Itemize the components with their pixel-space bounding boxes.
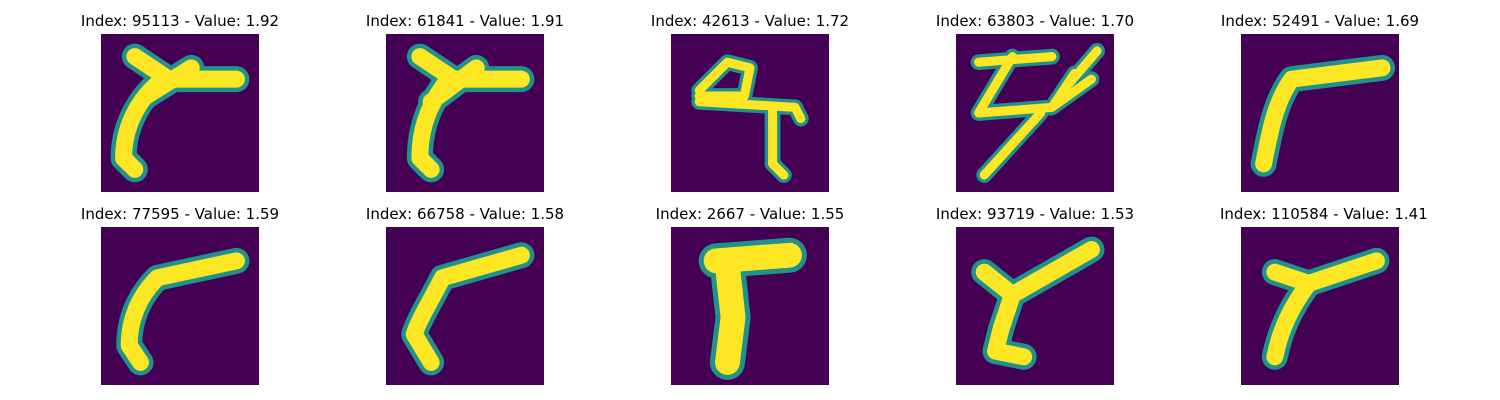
panel-title: Index: 42613 - Value: 1.72	[650, 12, 850, 30]
glyph-image	[386, 227, 544, 385]
glyph-image	[1241, 227, 1399, 385]
panel-title: Index: 66758 - Value: 1.58	[365, 205, 565, 223]
panel-title: Index: 63803 - Value: 1.70	[935, 12, 1135, 30]
glyph-image	[101, 227, 259, 385]
glyph-image	[671, 227, 829, 385]
glyph-image	[956, 34, 1114, 192]
glyph-image	[671, 34, 829, 192]
glyph-image	[956, 227, 1114, 385]
panel-title: Index: 95113 - Value: 1.92	[80, 12, 280, 30]
panel-title: Index: 2667 - Value: 1.55	[655, 205, 845, 223]
glyph-image	[101, 34, 259, 192]
panel-title: Index: 61841 - Value: 1.91	[365, 12, 565, 30]
panel-title: Index: 110584 - Value: 1.41	[1220, 205, 1428, 223]
panel-title: Index: 77595 - Value: 1.59	[80, 205, 280, 223]
glyph-image	[386, 34, 544, 192]
panel-title: Index: 52491 - Value: 1.69	[1220, 12, 1420, 30]
glyph-image	[1241, 34, 1399, 192]
panel-title: Index: 93719 - Value: 1.53	[935, 205, 1135, 223]
